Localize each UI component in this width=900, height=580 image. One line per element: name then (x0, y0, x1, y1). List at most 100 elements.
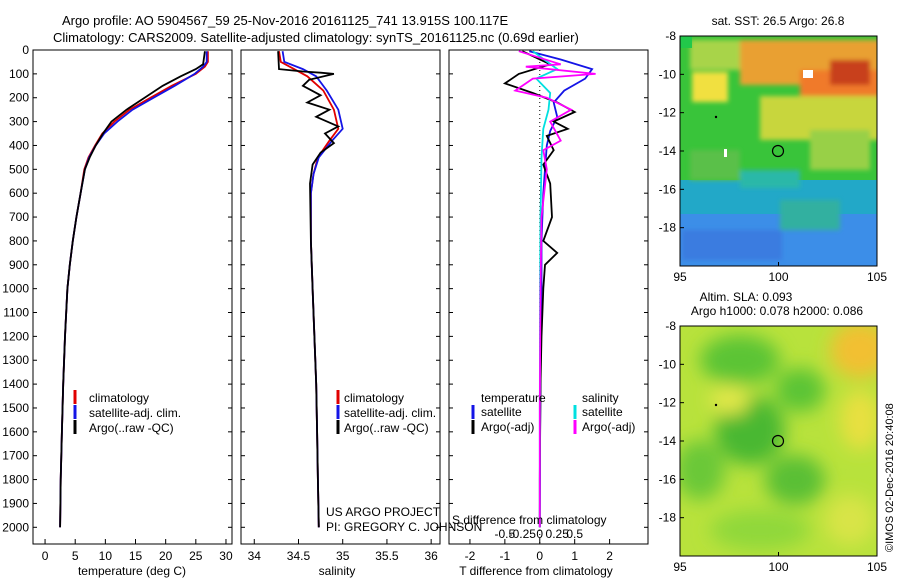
project-annotation: US ARGO PROJECT (326, 505, 441, 519)
map-y-tick-label: -14 (659, 144, 677, 158)
y-tick-label: 1800 (2, 473, 29, 487)
legend-title-temperature: temperature (481, 391, 546, 405)
salinity-legend: climatology satellite-adj. clim. Argo(..… (336, 390, 436, 435)
temperature-series (59, 51, 209, 528)
legend-label: climatology (344, 391, 404, 405)
temperature-axes: 0 5 10 15 20 25 300100200300400500600700800900… (2, 43, 233, 563)
y-tick-label: 700 (9, 210, 29, 224)
y-tick-label: 500 (9, 162, 29, 176)
s-tick-label: -0.5 (495, 527, 516, 541)
x-tick-label: 2 (606, 549, 613, 563)
y-tick-label: 600 (9, 186, 29, 200)
x-tick-label: 34 (248, 549, 262, 563)
x-tick-label: 25 (189, 549, 203, 563)
series-line (59, 51, 209, 528)
map-y-tick-label: -12 (659, 396, 677, 410)
series-line (529, 50, 594, 528)
x-tick-label: 10 (99, 549, 113, 563)
map-y-tick-label: -16 (659, 472, 677, 486)
difference-series (502, 50, 596, 528)
y-tick-label: 200 (9, 91, 29, 105)
s-tick-label: 0.5 (566, 527, 583, 541)
y-tick-label: 1500 (2, 401, 29, 415)
x-tick-label: 30 (219, 549, 233, 563)
legend-label: Argo(..raw -QC) (89, 421, 174, 435)
y-tick-label: 1600 (2, 425, 29, 439)
map-y-tick-label: -10 (659, 67, 677, 81)
series-line (59, 51, 206, 528)
y-tick-label: 0 (22, 43, 29, 57)
map-y-tick-label: -8 (665, 319, 676, 333)
legend-label: satellite (582, 405, 623, 419)
y-tick-label: 900 (9, 258, 29, 272)
x-tick-label: 20 (159, 549, 173, 563)
credit-label: ©IMOS 02-Dec-2016 20:40:08 (884, 403, 896, 552)
sla-map-subtitle: Argo h1000: 0.078 h2000: 0.086 (691, 304, 863, 318)
s-tick-label: 0.25 (546, 527, 570, 541)
salinity-panel (240, 49, 441, 545)
y-tick-label: 100 (9, 67, 29, 81)
x-tick-label: -2 (465, 549, 476, 563)
y-tick-label: 1300 (2, 353, 29, 367)
difference-panel (448, 49, 649, 545)
map-y-tick-label: -12 (659, 106, 677, 120)
sst-map-title: sat. SST: 26.5 Argo: 26.8 (712, 14, 845, 28)
sst-map-image (680, 36, 877, 266)
temperature-legend: climatology satellite-adj. clim. Argo(..… (73, 390, 181, 435)
map-x-tick-label: 100 (768, 270, 788, 284)
series-line (59, 51, 208, 528)
map-y-tick-label: -10 (659, 357, 677, 371)
y-tick-label: 2000 (2, 520, 29, 534)
salinity-axes: 34 34.5 35 35.5 36 (241, 49, 440, 563)
legend-label: Argo(-adj) (582, 420, 635, 434)
legend-title-salinity: salinity (582, 391, 619, 405)
map-x-tick-label: 95 (673, 560, 687, 574)
series-line (277, 51, 341, 528)
pi-annotation: PI: GREGORY C. JOHNSON (326, 520, 482, 534)
map-x-tick-label: 95 (673, 270, 687, 284)
x-tick-label: 0 (42, 549, 49, 563)
argo-track-dot (714, 403, 718, 407)
x-tick-label: 35 (336, 549, 350, 563)
legend-label: satellite-adj. clim. (89, 406, 181, 420)
sla-map-image (680, 326, 877, 556)
y-tick-label: 1100 (3, 306, 29, 320)
x-tick-label: -1 (500, 549, 511, 563)
y-tick-label: 1900 (2, 496, 29, 510)
y-tick-label: 300 (9, 115, 29, 129)
legend-label: satellite (481, 405, 522, 419)
y-tick-label: 800 (9, 234, 29, 248)
sla-map-axes: 95 100 105 -8 -10 -12 -14 -16 -18 (659, 319, 888, 574)
argo-position-marker (771, 434, 785, 448)
map-x-tick-label: 100 (768, 560, 788, 574)
x-tick-label: 1 (571, 549, 578, 563)
y-tick-label: 1700 (2, 449, 29, 463)
header-line1: Argo profile: AO 5904567_59 25-Nov-2016 … (62, 13, 509, 28)
y-tick-label: 400 (9, 138, 29, 152)
difference-xlabel-s: S difference from climatology (452, 513, 607, 527)
salinity-series (277, 51, 344, 528)
x-tick-label: 35.5 (375, 549, 399, 563)
s-tick-label: -0.25 (509, 527, 537, 541)
x-tick-label: 36 (424, 549, 438, 563)
legend-label: Argo(-adj) (481, 420, 534, 434)
argo-position-marker (771, 144, 785, 158)
legend-label: Argo(..raw -QC) (344, 421, 429, 435)
y-tick-label: 1400 (2, 377, 29, 391)
y-tick-label: 1000 (2, 282, 29, 296)
difference-legend: temperature salinity satellite Argo(-adj… (471, 391, 635, 434)
y-tick-label: 1200 (2, 329, 29, 343)
map-x-tick-label: 105 (867, 560, 887, 574)
map-y-tick-label: -8 (665, 29, 676, 43)
map-y-tick-label: -14 (659, 434, 677, 448)
header-line2: Climatology: CARS2009. Satellite-adjuste… (53, 30, 579, 45)
temperature-panel (32, 49, 233, 545)
x-tick-label: 34.5 (287, 549, 311, 563)
map-y-tick-label: -18 (659, 511, 677, 525)
x-tick-label: 15 (129, 549, 143, 563)
difference-xlabel: T difference from climatology (459, 564, 613, 578)
map-y-tick-label: -18 (659, 221, 677, 235)
sst-map-axes: 95 100 105 -8 -10 -12 -14 -16 -18 (659, 29, 888, 284)
